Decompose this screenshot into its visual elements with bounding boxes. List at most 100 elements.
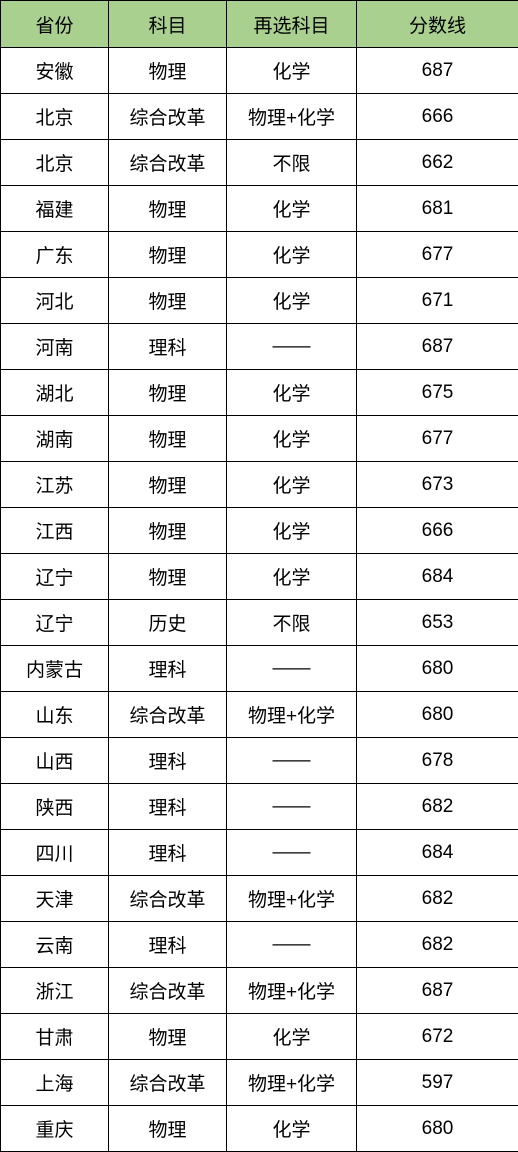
- table-cell: 物理+化学: [227, 968, 357, 1014]
- table-cell: 化学: [227, 416, 357, 462]
- table-cell: 物理: [109, 278, 227, 324]
- table-cell: 辽宁: [1, 600, 109, 646]
- table-row: 福建物理化学681: [1, 186, 518, 232]
- table-cell: 684: [357, 554, 518, 600]
- table-cell: 甘肃: [1, 1014, 109, 1060]
- table-cell: 物理: [109, 416, 227, 462]
- table-cell: 化学: [227, 278, 357, 324]
- table-row: 重庆物理化学680: [1, 1106, 518, 1152]
- table-cell: 理科: [109, 830, 227, 876]
- table-row: 上海综合改革物理+化学597: [1, 1060, 518, 1106]
- table-cell: 四川: [1, 830, 109, 876]
- table-cell: 物理: [109, 462, 227, 508]
- table-cell: 物理: [109, 232, 227, 278]
- table-cell: 不限: [227, 140, 357, 186]
- table-cell: 682: [357, 922, 518, 968]
- table-cell: 682: [357, 784, 518, 830]
- table-cell: 物理: [109, 1014, 227, 1060]
- table-row: 河北物理化学671: [1, 278, 518, 324]
- table-cell: 山西: [1, 738, 109, 784]
- table-cell: 北京: [1, 94, 109, 140]
- table-cell: ——: [227, 784, 357, 830]
- table-row: 安徽物理化学687: [1, 48, 518, 94]
- table-row: 江西物理化学666: [1, 508, 518, 554]
- table-cell: 理科: [109, 922, 227, 968]
- table-cell: 综合改革: [109, 876, 227, 922]
- table-cell: 化学: [227, 554, 357, 600]
- table-cell: 666: [357, 508, 518, 554]
- table-cell: 综合改革: [109, 692, 227, 738]
- table-cell: 化学: [227, 186, 357, 232]
- table-cell: 云南: [1, 922, 109, 968]
- table-row: 浙江综合改革物理+化学687: [1, 968, 518, 1014]
- table-cell: 福建: [1, 186, 109, 232]
- table-row: 江苏物理化学673: [1, 462, 518, 508]
- table-cell: 综合改革: [109, 94, 227, 140]
- table-cell: 物理: [109, 508, 227, 554]
- table-cell: 597: [357, 1060, 518, 1106]
- table-cell: 687: [357, 968, 518, 1014]
- table-row: 北京综合改革物理+化学666: [1, 94, 518, 140]
- table-cell: 物理: [109, 554, 227, 600]
- table-cell: 广东: [1, 232, 109, 278]
- table-cell: 物理+化学: [227, 876, 357, 922]
- table-cell: ——: [227, 830, 357, 876]
- table-cell: 681: [357, 186, 518, 232]
- table-cell: 物理+化学: [227, 1060, 357, 1106]
- table-row: 湖北物理化学675: [1, 370, 518, 416]
- table-cell: 综合改革: [109, 968, 227, 1014]
- table-cell: 687: [357, 324, 518, 370]
- table-row: 湖南物理化学677: [1, 416, 518, 462]
- table-cell: 重庆: [1, 1106, 109, 1152]
- table-cell: 历史: [109, 600, 227, 646]
- table-cell: 湖南: [1, 416, 109, 462]
- table-row: 辽宁物理化学684: [1, 554, 518, 600]
- table-cell: 上海: [1, 1060, 109, 1106]
- table-cell: 662: [357, 140, 518, 186]
- table-cell: 湖北: [1, 370, 109, 416]
- table-cell: 不限: [227, 600, 357, 646]
- table-row: 山西理科——678: [1, 738, 518, 784]
- table-row: 甘肃物理化学672: [1, 1014, 518, 1060]
- table-cell: 北京: [1, 140, 109, 186]
- table-cell: 物理: [109, 370, 227, 416]
- table-cell: ——: [227, 922, 357, 968]
- table-cell: 673: [357, 462, 518, 508]
- table-cell: 物理: [109, 186, 227, 232]
- table-row: 山东综合改革物理+化学680: [1, 692, 518, 738]
- table-cell: 河南: [1, 324, 109, 370]
- table-cell: ——: [227, 646, 357, 692]
- table-cell: 化学: [227, 48, 357, 94]
- table-cell: 浙江: [1, 968, 109, 1014]
- table-cell: 682: [357, 876, 518, 922]
- table-row: 四川理科——684: [1, 830, 518, 876]
- header-cell: 再选科目: [227, 1, 357, 48]
- table-cell: 680: [357, 1106, 518, 1152]
- table-cell: 辽宁: [1, 554, 109, 600]
- table-cell: 687: [357, 48, 518, 94]
- table-cell: 化学: [227, 462, 357, 508]
- table-cell: 684: [357, 830, 518, 876]
- table-cell: 666: [357, 94, 518, 140]
- table-row: 河南理科——687: [1, 324, 518, 370]
- table-cell: 山东: [1, 692, 109, 738]
- table-cell: 671: [357, 278, 518, 324]
- table-cell: 物理: [109, 1106, 227, 1152]
- table-cell: 理科: [109, 784, 227, 830]
- table-cell: 河北: [1, 278, 109, 324]
- table-row: 云南理科——682: [1, 922, 518, 968]
- table-cell: 理科: [109, 324, 227, 370]
- table-cell: 化学: [227, 370, 357, 416]
- table-body: 安徽物理化学687北京综合改革物理+化学666北京综合改革不限662福建物理化学…: [1, 48, 518, 1152]
- table-row: 陕西理科——682: [1, 784, 518, 830]
- table-row: 辽宁历史不限653: [1, 600, 518, 646]
- table-cell: 物理+化学: [227, 94, 357, 140]
- table-cell: 江西: [1, 508, 109, 554]
- table-cell: 安徽: [1, 48, 109, 94]
- table-cell: 天津: [1, 876, 109, 922]
- table-cell: 化学: [227, 1106, 357, 1152]
- scores-table: 省份科目再选科目分数线 安徽物理化学687北京综合改革物理+化学666北京综合改…: [0, 0, 518, 1152]
- table-cell: 677: [357, 232, 518, 278]
- table-cell: ——: [227, 738, 357, 784]
- table-row: 广东物理化学677: [1, 232, 518, 278]
